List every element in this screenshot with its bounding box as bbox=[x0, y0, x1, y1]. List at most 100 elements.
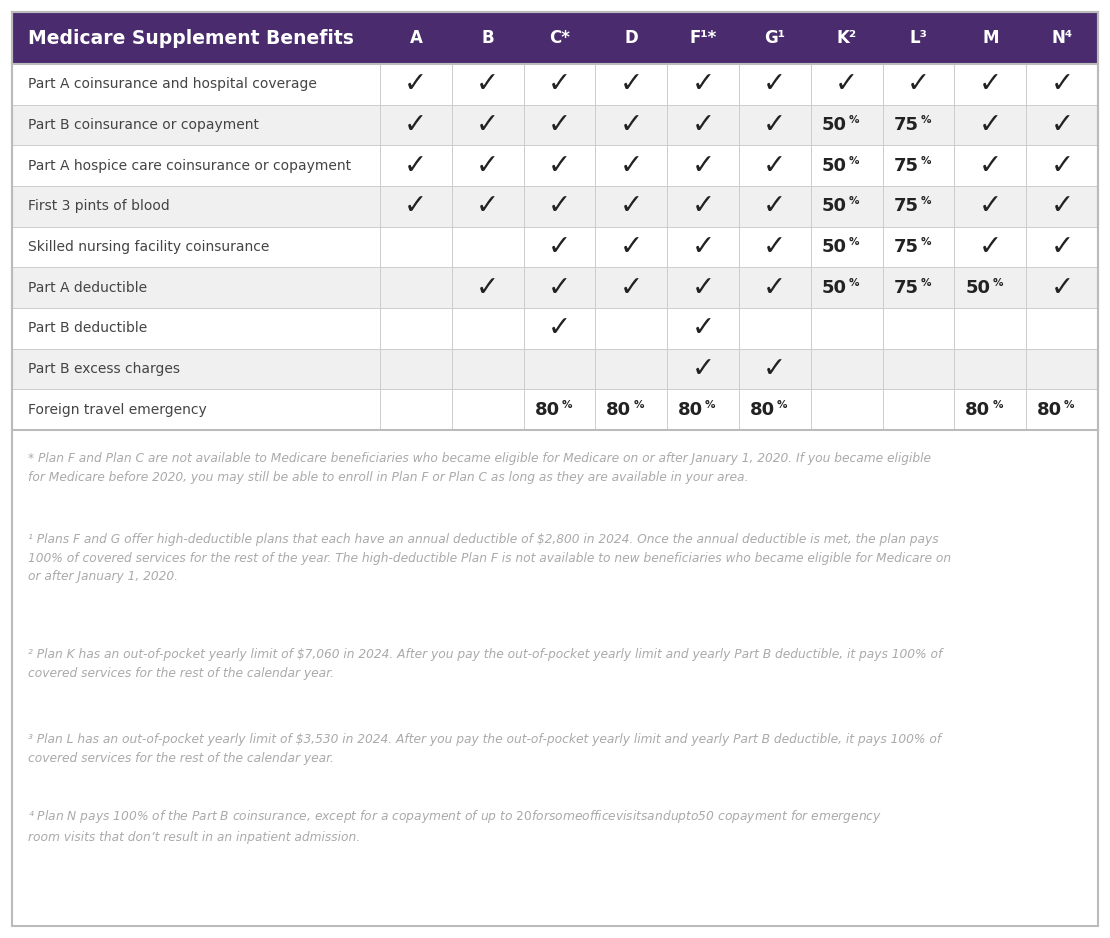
Text: 50: 50 bbox=[821, 238, 847, 256]
Text: 50: 50 bbox=[821, 116, 847, 134]
Text: %: % bbox=[920, 278, 931, 288]
Text: ✓: ✓ bbox=[1050, 152, 1073, 180]
Text: %: % bbox=[849, 196, 859, 206]
Text: N⁴: N⁴ bbox=[1051, 29, 1072, 47]
Text: ✓: ✓ bbox=[692, 152, 715, 180]
Text: ✓: ✓ bbox=[979, 152, 1002, 180]
Text: ✓: ✓ bbox=[692, 70, 715, 98]
Text: ✓: ✓ bbox=[979, 111, 1002, 139]
Text: ✓: ✓ bbox=[548, 314, 572, 342]
Text: K²: K² bbox=[837, 29, 857, 47]
Text: ✓: ✓ bbox=[1050, 233, 1073, 261]
Text: ✓: ✓ bbox=[619, 152, 643, 180]
Text: 75: 75 bbox=[894, 116, 918, 134]
Text: %: % bbox=[920, 237, 931, 247]
Text: ✓: ✓ bbox=[692, 111, 715, 139]
Text: 50: 50 bbox=[821, 157, 847, 174]
Bar bbox=[12, 389, 1098, 430]
Text: Part A deductible: Part A deductible bbox=[28, 280, 148, 295]
Text: ✓: ✓ bbox=[979, 70, 1002, 98]
Text: 80: 80 bbox=[678, 401, 703, 418]
Text: ✓: ✓ bbox=[548, 111, 572, 139]
Text: ✓: ✓ bbox=[619, 70, 643, 98]
Text: ✓: ✓ bbox=[764, 233, 787, 261]
Text: ✓: ✓ bbox=[404, 152, 427, 180]
Text: ✓: ✓ bbox=[1050, 274, 1073, 302]
Text: %: % bbox=[1064, 400, 1074, 410]
Text: ✓: ✓ bbox=[476, 70, 500, 98]
Text: %: % bbox=[705, 400, 716, 410]
Bar bbox=[12, 349, 1098, 389]
Text: %: % bbox=[920, 156, 931, 166]
Text: B: B bbox=[482, 29, 494, 47]
Text: ✓: ✓ bbox=[1050, 70, 1073, 98]
Text: ✓: ✓ bbox=[692, 355, 715, 383]
Text: Part B excess charges: Part B excess charges bbox=[28, 362, 180, 376]
Text: ✓: ✓ bbox=[979, 192, 1002, 220]
Text: ✓: ✓ bbox=[404, 192, 427, 220]
Text: ✓: ✓ bbox=[619, 233, 643, 261]
Text: D: D bbox=[625, 29, 638, 47]
Text: L³: L³ bbox=[909, 29, 928, 47]
Text: 50: 50 bbox=[821, 279, 847, 296]
Text: %: % bbox=[920, 115, 931, 125]
Text: %: % bbox=[992, 400, 1002, 410]
Text: 80: 80 bbox=[534, 401, 559, 418]
Text: ✓: ✓ bbox=[979, 233, 1002, 261]
Bar bbox=[12, 145, 1098, 186]
Text: ✓: ✓ bbox=[404, 70, 427, 98]
Text: Medicare Supplement Benefits: Medicare Supplement Benefits bbox=[28, 28, 354, 48]
Text: %: % bbox=[992, 278, 1002, 288]
Text: %: % bbox=[849, 278, 859, 288]
Bar bbox=[12, 186, 1098, 227]
Text: ³ Plan L has an out-of-pocket yearly limit of $3,530 in 2024. After you pay the : ³ Plan L has an out-of-pocket yearly lim… bbox=[28, 733, 941, 764]
Text: ✓: ✓ bbox=[476, 152, 500, 180]
Text: ✓: ✓ bbox=[835, 70, 858, 98]
Text: M: M bbox=[982, 29, 999, 47]
Text: ✓: ✓ bbox=[1050, 111, 1073, 139]
Text: ✓: ✓ bbox=[907, 70, 930, 98]
Text: %: % bbox=[849, 237, 859, 247]
Bar bbox=[12, 105, 1098, 145]
Text: 75: 75 bbox=[894, 279, 918, 296]
Text: ✓: ✓ bbox=[764, 152, 787, 180]
Text: C*: C* bbox=[549, 29, 569, 47]
Text: ✓: ✓ bbox=[548, 152, 572, 180]
Text: ✓: ✓ bbox=[692, 274, 715, 302]
Text: Part A coinsurance and hospital coverage: Part A coinsurance and hospital coverage bbox=[28, 77, 316, 91]
Text: ✓: ✓ bbox=[692, 314, 715, 342]
Text: Part B coinsurance or copayment: Part B coinsurance or copayment bbox=[28, 118, 259, 132]
Bar bbox=[12, 64, 1098, 105]
Text: ✓: ✓ bbox=[764, 192, 787, 220]
Text: 80: 80 bbox=[749, 401, 775, 418]
Text: ✓: ✓ bbox=[764, 274, 787, 302]
Text: ✓: ✓ bbox=[548, 233, 572, 261]
Text: Skilled nursing facility coinsurance: Skilled nursing facility coinsurance bbox=[28, 240, 270, 254]
Text: ² Plan K has an out-of-pocket yearly limit of $7,060 in 2024. After you pay the : ² Plan K has an out-of-pocket yearly lim… bbox=[28, 648, 942, 679]
Text: 80: 80 bbox=[1037, 401, 1062, 418]
Text: %: % bbox=[634, 400, 644, 410]
Text: ✓: ✓ bbox=[404, 111, 427, 139]
Text: G¹: G¹ bbox=[765, 29, 786, 47]
Text: Foreign travel emergency: Foreign travel emergency bbox=[28, 402, 206, 416]
Text: A: A bbox=[410, 29, 422, 47]
Text: ✓: ✓ bbox=[476, 192, 500, 220]
Text: 75: 75 bbox=[894, 238, 918, 256]
Bar bbox=[12, 227, 1098, 267]
Text: 80: 80 bbox=[606, 401, 632, 418]
Text: ✓: ✓ bbox=[619, 274, 643, 302]
Text: ✓: ✓ bbox=[764, 111, 787, 139]
Text: ✓: ✓ bbox=[764, 70, 787, 98]
Text: %: % bbox=[777, 400, 787, 410]
Text: ✓: ✓ bbox=[1050, 192, 1073, 220]
Text: %: % bbox=[562, 400, 572, 410]
Text: ✓: ✓ bbox=[548, 274, 572, 302]
Text: Part B deductible: Part B deductible bbox=[28, 322, 148, 335]
Text: ✓: ✓ bbox=[619, 192, 643, 220]
Text: ✓: ✓ bbox=[476, 111, 500, 139]
Text: %: % bbox=[920, 196, 931, 206]
Text: ¹ Plans F and G offer high-deductible plans that each have an annual deductible : ¹ Plans F and G offer high-deductible pl… bbox=[28, 533, 951, 583]
Text: 75: 75 bbox=[894, 197, 918, 216]
Text: %: % bbox=[849, 115, 859, 125]
Text: %: % bbox=[849, 156, 859, 166]
